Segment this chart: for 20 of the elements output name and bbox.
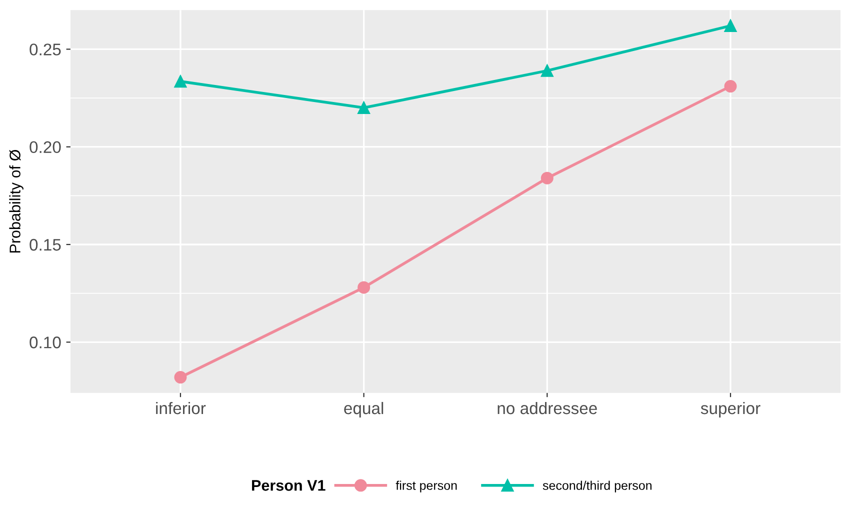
legend-label: second/third person	[542, 480, 652, 492]
point	[724, 80, 737, 93]
point	[358, 102, 370, 114]
point	[174, 75, 187, 88]
x-tick-label: inferior	[156, 402, 206, 414]
legend-label: first person	[396, 480, 457, 492]
point	[540, 64, 554, 77]
y-axis-title: Probability of Ø	[9, 150, 24, 252]
point	[358, 281, 370, 294]
x-tick-label: superior	[700, 402, 760, 418]
x-tick-label: equal	[344, 402, 384, 418]
x-tick-label: no addressee	[498, 402, 597, 414]
y-tick-label: 0.20	[30, 141, 61, 154]
point	[540, 172, 554, 184]
point	[724, 20, 737, 32]
y-tick-label: 0.25	[30, 44, 61, 56]
point	[174, 371, 187, 384]
y-tick-label: 0.10	[30, 336, 61, 348]
y-tick-label: 0.15	[30, 238, 61, 251]
legend-title: Person V1	[252, 480, 326, 491]
